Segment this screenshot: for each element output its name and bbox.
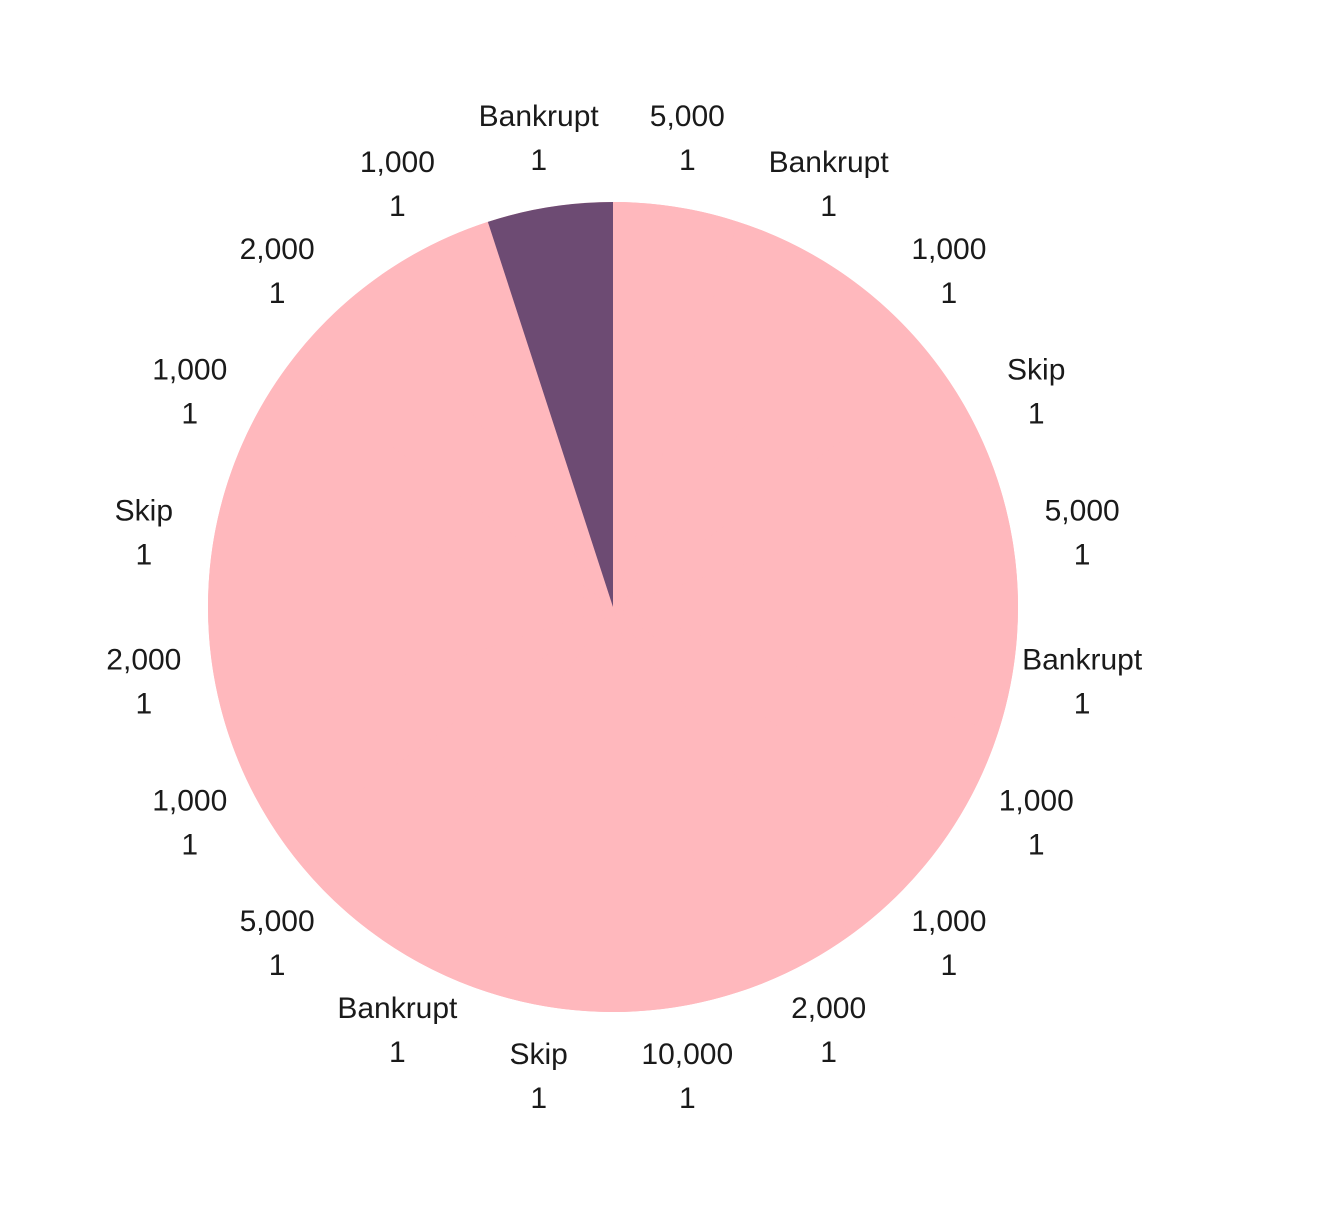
slice-value: 1 (136, 687, 153, 720)
slice-name: 5,000 (240, 905, 315, 938)
slice-label-2: Bankrupt 1 (769, 146, 890, 223)
pie-slice-14 (227, 607, 613, 846)
pie-slice-10 (613, 607, 739, 1012)
slice-name: 1,000 (152, 785, 227, 818)
slice-label-20: Bankrupt 1 (479, 100, 600, 177)
pie-slice-8 (613, 607, 941, 935)
slice-name: Skip (1007, 353, 1065, 386)
pie-slice-15 (208, 607, 613, 733)
slice-label-11: Skip 1 (510, 1038, 568, 1115)
pie-slice-19 (374, 221, 613, 607)
slice-label-19: 1,000 1 (360, 146, 435, 223)
slice-name: 2,000 (791, 992, 866, 1025)
slice-value: 1 (820, 190, 837, 223)
slice-label-13: 5,000 1 (240, 905, 315, 982)
pie-slice-3 (613, 279, 941, 607)
slice-name: 1,000 (911, 233, 986, 266)
pie-slice-9 (613, 607, 852, 993)
pie-slice-11 (487, 607, 613, 1012)
pie-slices (208, 202, 1018, 1012)
slice-value: 1 (679, 144, 696, 177)
slice-label-15: 2,000 1 (106, 643, 181, 720)
slice-value: 1 (530, 144, 547, 177)
slice-label-12: Bankrupt 1 (337, 992, 458, 1069)
slice-name: Bankrupt (769, 146, 890, 179)
slice-label-7: 1,000 1 (999, 785, 1074, 862)
slice-label-18: 2,000 1 (240, 233, 315, 310)
slice-value: 1 (1028, 397, 1045, 430)
slice-value: 1 (389, 1036, 406, 1069)
slice-label-16: Skip 1 (115, 495, 173, 572)
slice-value: 1 (1028, 829, 1045, 862)
pie-slice-13 (285, 607, 613, 935)
pie-slice-7 (613, 607, 999, 846)
pie-slice-12 (374, 607, 613, 993)
slice-value: 1 (389, 190, 406, 223)
slice-name: 10,000 (641, 1038, 733, 1071)
slice-label-9: 2,000 1 (791, 992, 866, 1069)
slice-value: 1 (1074, 539, 1091, 572)
pie-slice-18 (285, 279, 613, 607)
slice-label-3: 1,000 1 (911, 233, 986, 310)
slice-value: 1 (136, 539, 153, 572)
pie-slice-16 (208, 481, 613, 607)
slice-label-14: 1,000 1 (152, 785, 227, 862)
slice-label-5: 5,000 1 (1045, 495, 1120, 572)
slice-label-6: Bankrupt 1 (1022, 643, 1143, 720)
slice-value: 1 (1074, 687, 1091, 720)
slice-value: 1 (269, 277, 286, 310)
slice-value: 1 (530, 1082, 547, 1115)
slice-name: 2,000 (240, 233, 315, 266)
pie-slice-20 (487, 202, 613, 607)
slice-name: Skip (510, 1038, 568, 1071)
slice-name: 1,000 (911, 905, 986, 938)
pie-slice-2 (613, 221, 852, 607)
slice-label-17: 1,000 1 (152, 353, 227, 430)
slice-name: Skip (115, 495, 173, 528)
slice-label-1: 5,000 1 (650, 100, 725, 177)
slice-label-8: 1,000 1 (911, 905, 986, 982)
pie-slice-4 (613, 368, 999, 607)
slice-label-10: 10,000 1 (641, 1038, 733, 1115)
slice-name: 2,000 (106, 643, 181, 676)
slice-value: 1 (820, 1036, 837, 1069)
pie-slice-5 (613, 481, 1018, 607)
slice-name: 1,000 (999, 785, 1074, 818)
slice-name: 5,000 (1045, 495, 1120, 528)
slice-label-4: Skip 1 (1007, 353, 1065, 430)
slice-value: 1 (941, 949, 958, 982)
slice-name: Bankrupt (337, 992, 458, 1025)
slice-value: 1 (679, 1082, 696, 1115)
slice-name: 1,000 (152, 353, 227, 386)
slice-name: 5,000 (650, 100, 725, 133)
slice-name: 1,000 (360, 146, 435, 179)
slice-name: Bankrupt (479, 100, 600, 133)
slice-name: Bankrupt (1022, 643, 1143, 676)
pie-slice-1 (613, 202, 739, 607)
pie-slice-6 (613, 607, 1018, 733)
slice-value: 1 (181, 829, 198, 862)
slice-value: 1 (181, 397, 198, 430)
pie-slice-17 (227, 368, 613, 607)
slice-value: 1 (269, 949, 286, 982)
slice-value: 1 (941, 277, 958, 310)
